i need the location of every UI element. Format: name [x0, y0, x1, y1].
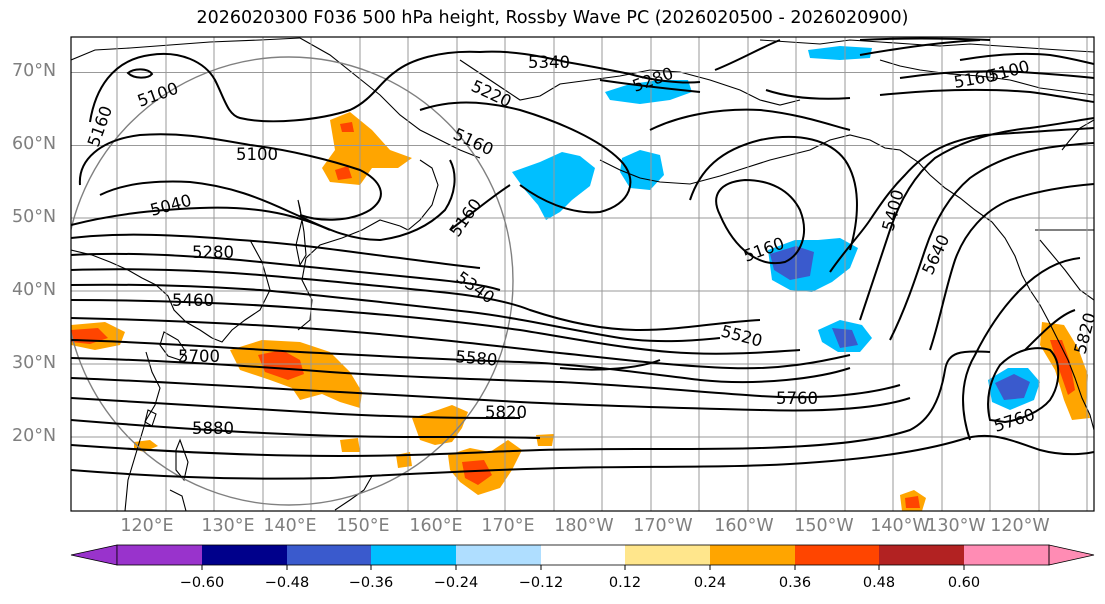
lon-label: 170°E: [481, 516, 535, 536]
colorbar-segment: [625, 545, 710, 565]
contour-label: 5100: [236, 145, 278, 164]
map-title: 2026020300 F036 500 hPa height, Rossby W…: [196, 8, 909, 28]
contour-label: 5580: [455, 347, 498, 370]
contour-label: 5880: [192, 419, 234, 438]
colorbar-tick-label: −0.36: [348, 575, 394, 591]
lon-label: 170°W: [633, 516, 693, 536]
contour-label: 5760: [776, 389, 818, 408]
lon-label: 160°W: [714, 516, 774, 536]
region-circle: [71, 56, 514, 506]
lon-label: 130°E: [201, 516, 255, 536]
lon-label: 150°W: [794, 516, 854, 536]
lon-label: 150°E: [336, 516, 390, 536]
colorbar-segment: [287, 545, 371, 565]
contour-label: 5820: [485, 403, 527, 422]
colorbar-tick-label: 0.36: [778, 575, 812, 591]
colorbar-segment: [710, 545, 795, 565]
colorbar-frame: [116, 544, 1050, 566]
lon-label: 180°W: [554, 516, 614, 536]
lon-label: 120°W: [990, 516, 1050, 536]
colorbar-segment: [456, 545, 541, 565]
colorbar-tick-label: −0.24: [433, 575, 479, 591]
colorbar-segment: [964, 545, 1049, 565]
lat-label: 30°N: [12, 353, 57, 373]
lat-label: 60°N: [12, 134, 57, 154]
colorbar-tick-label: 0.60: [947, 575, 981, 591]
lat-label: 20°N: [12, 426, 57, 446]
colorbar-tick-label: 0.24: [693, 575, 727, 591]
height-contours: [71, 37, 1094, 480]
lon-label: 160°E: [409, 516, 463, 536]
lon-label: 140°E: [263, 516, 317, 536]
lat-label: 70°N: [12, 61, 57, 81]
colorbar-tick-label: −0.48: [264, 575, 310, 591]
colorbar-tick-label: −0.60: [179, 575, 225, 591]
contour-label: 5700: [178, 347, 220, 366]
colorbar-tick-label: 0.48: [862, 575, 896, 591]
colorbar-segment: [70, 544, 118, 566]
colorbar-segment: [1048, 544, 1095, 566]
colorbar-segment: [795, 545, 879, 565]
colorbar: [70, 544, 1095, 570]
lon-label: 130°W: [926, 516, 986, 536]
lon-label: 120°E: [120, 516, 174, 536]
contour-label: 5460: [172, 291, 214, 310]
contour-label: 5340: [528, 53, 570, 72]
contour-label: 5280: [192, 243, 234, 262]
colorbar-segment: [541, 545, 625, 565]
lat-label: 50°N: [12, 207, 57, 227]
colorbar-segment: [879, 545, 964, 565]
colorbar-segment: [202, 545, 287, 565]
colorbar-tick-label: −0.12: [518, 575, 564, 591]
colorbar-tick-label: 0.12: [608, 575, 642, 591]
colorbar-segment: [371, 545, 456, 565]
map-area: [71, 37, 1094, 511]
map-frame: [70, 36, 1095, 512]
lat-label: 40°N: [12, 280, 57, 300]
lon-label: 140°W: [870, 516, 930, 536]
colorbar-segment: [117, 545, 202, 565]
graticule: [71, 37, 1094, 511]
